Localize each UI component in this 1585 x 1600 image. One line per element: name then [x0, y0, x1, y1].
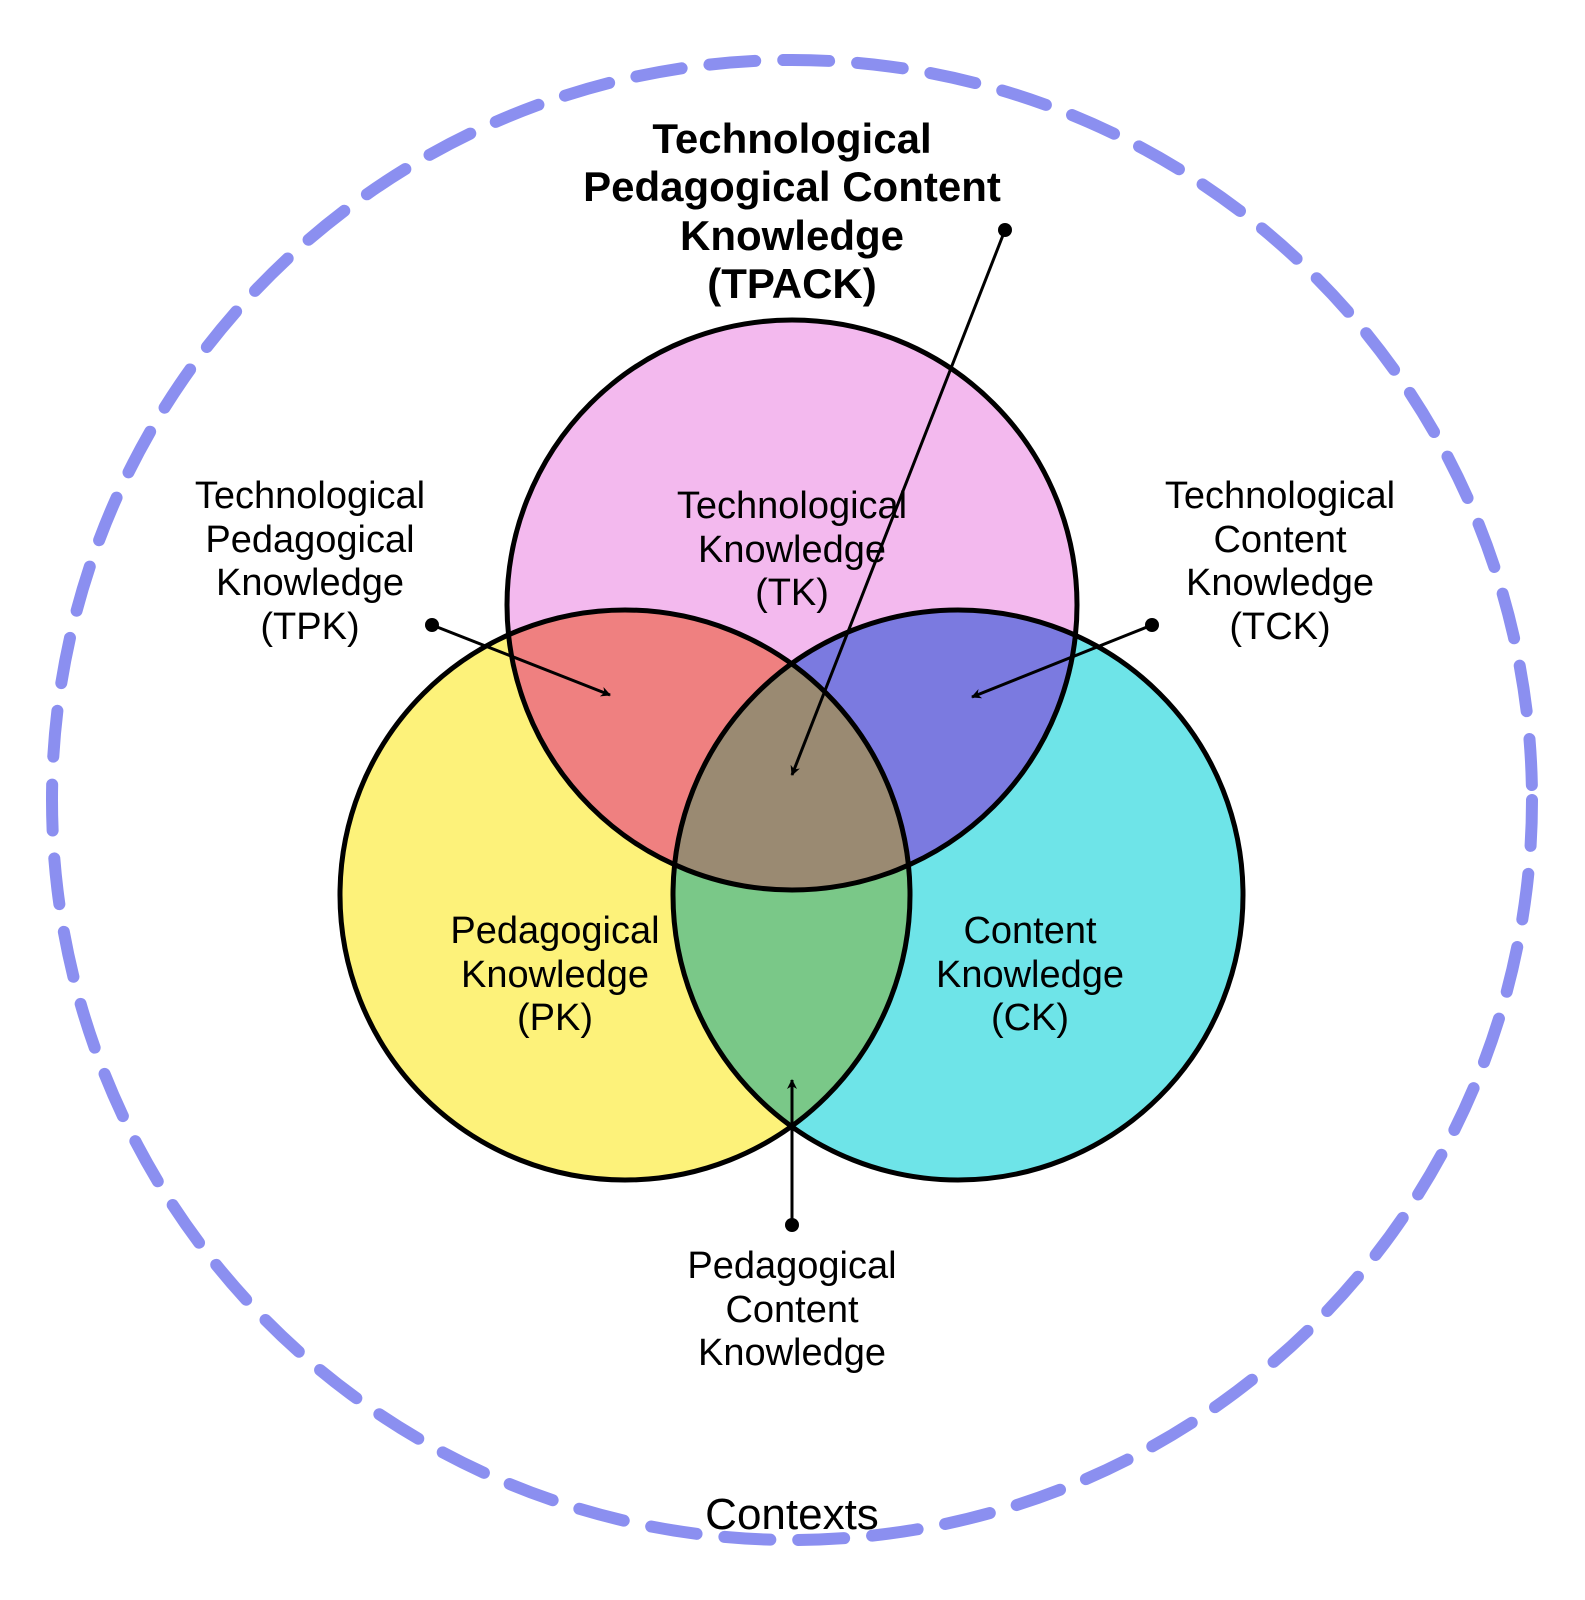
tpack-title: Technological Pedagogical Content Knowle… [392, 115, 1192, 308]
tpk-label: Technological Pedagogical Knowledge (TPK… [0, 475, 710, 650]
tpack-diagram: Technological Pedagogical Content Knowle… [0, 0, 1585, 1600]
pck-label: Pedagogical Content Knowledge [392, 1245, 1192, 1376]
ck-label: Content Knowledge (CK) [630, 910, 1430, 1041]
tck-label: Technological Content Knowledge (TCK) [880, 475, 1585, 650]
contexts-label: Contexts [392, 1490, 1192, 1541]
